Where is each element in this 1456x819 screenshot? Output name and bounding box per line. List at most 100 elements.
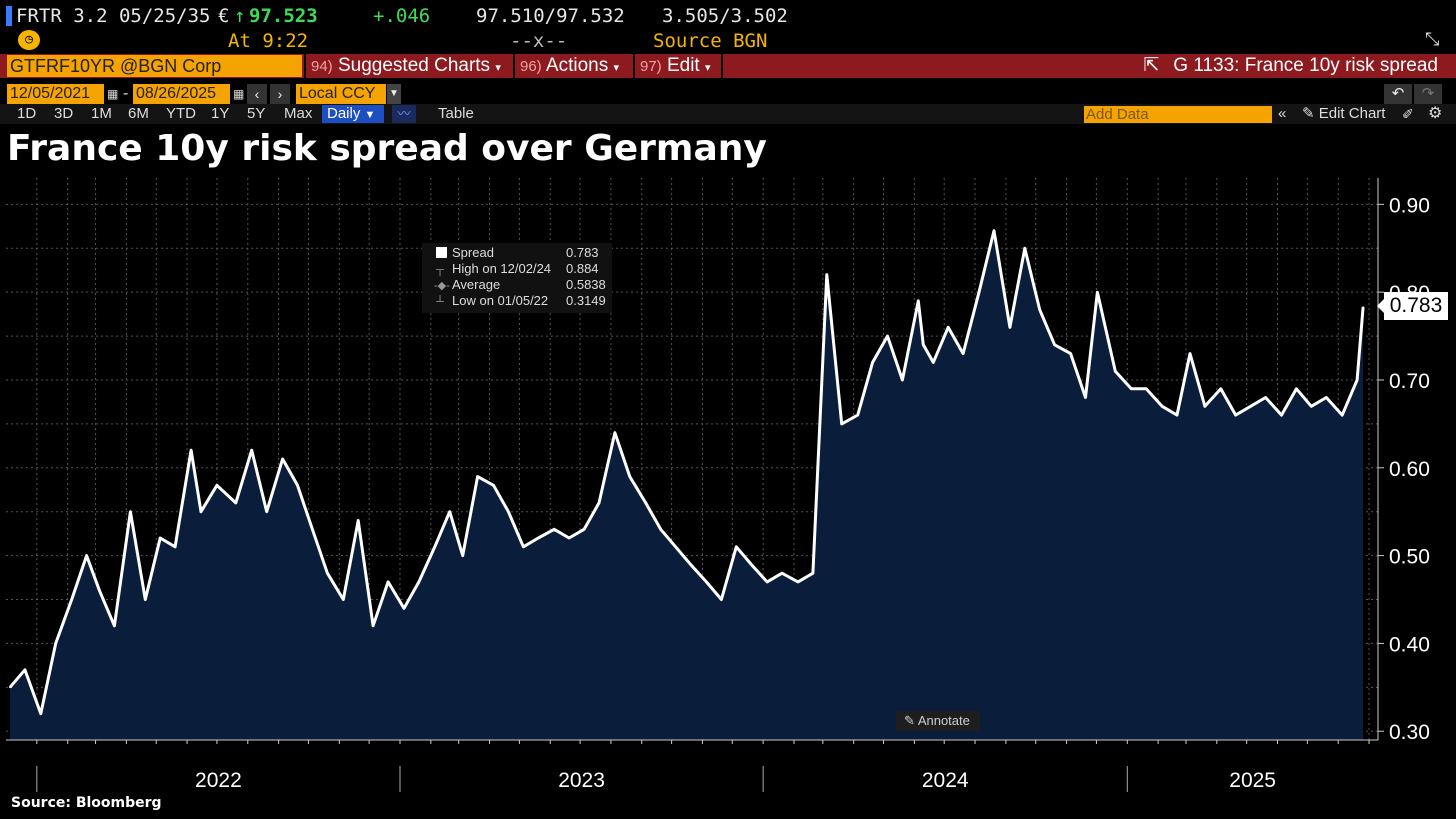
period-1y-button[interactable]: 1Y — [211, 105, 230, 122]
redo-icon[interactable]: ↷ — [1414, 84, 1442, 104]
data-point — [614, 431, 616, 434]
data-point — [871, 361, 874, 364]
gear-icon[interactable]: ⚙ — [1428, 105, 1443, 122]
calendar-icon[interactable]: ▦ — [107, 87, 119, 101]
toolbar-divider — [513, 54, 515, 78]
data-point — [448, 510, 451, 513]
data-point — [553, 528, 556, 531]
double-chevron-left-icon[interactable]: « — [1278, 105, 1287, 122]
y-tick-label: 0.50 — [1389, 546, 1430, 569]
quote-time: At 9:22 — [228, 30, 309, 52]
clock-icon: ◷ — [18, 30, 40, 50]
pencil-icon[interactable]: ✐ — [1402, 106, 1414, 122]
actions-label: Actions — [545, 55, 609, 76]
edit-button[interactable]: 97) Edit ▾ — [640, 55, 711, 77]
actions-number: 96) — [520, 58, 542, 75]
period-1m-button[interactable]: 1M — [91, 105, 112, 122]
legend-high-value: 0.884 — [566, 261, 599, 276]
chart-legend[interactable]: Spread 0.783 ┬ High on 12/02/24 0.884 -◆… — [422, 243, 612, 313]
pencil-icon: ✎ — [904, 713, 915, 728]
legend-average-value: 0.5838 — [566, 277, 606, 292]
currency-select[interactable]: Local CCY — [296, 84, 386, 104]
bid-ask: 97.510/97.532 — [476, 5, 625, 27]
data-point — [598, 502, 600, 504]
period-1d-button[interactable]: 1D — [17, 105, 37, 122]
function-toolbar: GTFRF10YR @BGN Corp 94) Suggested Charts… — [0, 54, 1456, 78]
data-point — [922, 344, 925, 346]
data-point — [644, 502, 647, 504]
chevron-left-icon[interactable]: ‹ — [247, 84, 267, 104]
frequency-dropdown[interactable]: Daily ▼ — [322, 105, 384, 123]
legend-high-label: High on 12/02/24 — [452, 261, 552, 276]
expand-icon[interactable]: ⤡ — [1425, 29, 1440, 50]
legend-low-label: Low on 01/05/22 — [452, 293, 549, 308]
legend-spread-value: 0.783 — [566, 245, 599, 260]
data-point — [190, 449, 192, 452]
data-point — [705, 581, 708, 583]
line-chart-icon[interactable]: 〰 — [392, 105, 416, 123]
period-max-button[interactable]: Max — [284, 105, 313, 122]
period-5y-button[interactable]: 5Y — [247, 105, 266, 122]
data-point — [372, 625, 374, 627]
quote-time-bar: ◷ At 9:22 --x-- Source BGN ⤡ — [0, 29, 1456, 53]
chevron-right-icon[interactable]: › — [270, 84, 290, 104]
toolbar-divider — [304, 54, 306, 78]
y-tick-label: 0.60 — [1389, 458, 1430, 481]
x-tick-label: 2022 — [195, 769, 242, 792]
price-change: +.046 — [373, 5, 431, 27]
data-point — [1280, 414, 1283, 416]
data-point — [9, 686, 11, 689]
legend-spread: Spread 0.783 — [430, 245, 610, 261]
data-point — [434, 546, 436, 548]
x-tick-label: 2024 — [922, 769, 969, 792]
end-date-input[interactable]: 08/26/2025 — [133, 84, 230, 104]
data-point — [1096, 291, 1099, 293]
edit-chart-button[interactable]: ✎ Edit Chart — [1302, 105, 1385, 123]
data-point — [1024, 247, 1026, 250]
period-ytd-button[interactable]: YTD — [166, 105, 196, 122]
last-price: 97.523 — [249, 5, 318, 27]
data-point — [311, 528, 314, 531]
data-point — [403, 607, 405, 610]
date-separator: - — [123, 85, 129, 102]
data-point — [1084, 396, 1087, 399]
data-point — [1204, 405, 1206, 408]
data-point — [1130, 387, 1133, 390]
data-point — [418, 581, 420, 583]
yields: 3.505/3.502 — [662, 5, 788, 27]
table-button[interactable]: Table — [438, 105, 474, 122]
period-3d-button[interactable]: 3D — [54, 105, 74, 122]
legend-average: -◆- Average 0.5838 — [430, 277, 610, 293]
annotate-button[interactable]: ✎ Annotate — [896, 711, 980, 731]
x-tick-label: 2023 — [558, 769, 605, 792]
security-input[interactable]: GTFRF10YR @BGN Corp — [7, 55, 302, 77]
window-title-text: G 1133: France 10y risk spread — [1173, 55, 1438, 76]
data-point — [250, 449, 253, 452]
suggested-charts-button[interactable]: 94) Suggested Charts ▾ — [311, 55, 501, 77]
series-line-spread — [8, 229, 1365, 716]
start-date-input[interactable]: 12/05/2021 — [7, 84, 104, 104]
undo-icon[interactable]: ↶ — [1384, 84, 1412, 104]
data-point — [568, 537, 570, 539]
legend-average-label: Average — [452, 277, 501, 292]
data-point — [1249, 405, 1252, 408]
data-point — [1325, 396, 1328, 399]
data-point — [1009, 326, 1011, 329]
add-data-input[interactable]: Add Data — [1084, 106, 1272, 123]
quote-source: Source BGN — [653, 30, 768, 52]
data-point — [1220, 387, 1222, 390]
data-point — [265, 510, 268, 513]
series-area-spread — [10, 230, 1364, 740]
data-point — [840, 423, 843, 425]
chevron-down-icon[interactable]: ▼ — [387, 84, 401, 104]
data-point — [1069, 352, 1072, 355]
launch-icon[interactable]: ⇱ — [1143, 55, 1160, 76]
actions-button[interactable]: 96) Actions ▾ — [520, 55, 619, 77]
data-point — [781, 572, 783, 574]
data-point — [216, 484, 218, 487]
data-point — [174, 546, 176, 548]
period-6m-button[interactable]: 6M — [128, 105, 149, 122]
up-arrow-icon: ↑ — [234, 5, 246, 27]
data-point — [978, 291, 980, 293]
calendar-icon[interactable]: ▦ — [233, 87, 245, 101]
